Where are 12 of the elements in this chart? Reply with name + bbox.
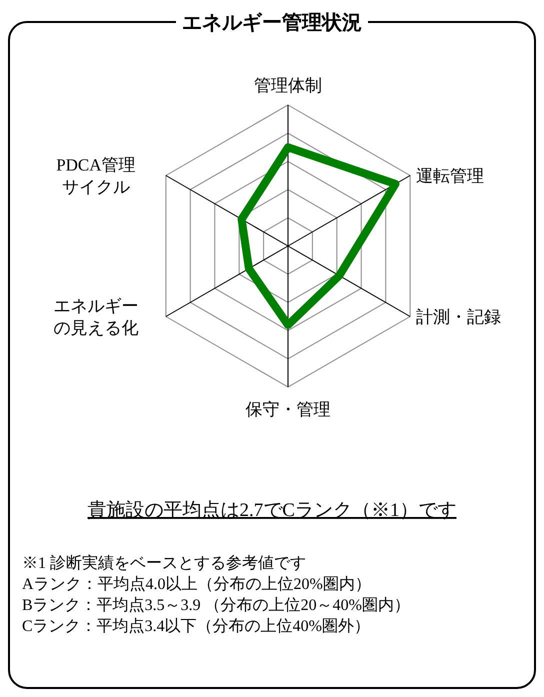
text: Cランク：平均点3.4以下（分布の上位40%圏外） — [22, 617, 370, 635]
chart-title: エネルギー管理状況 — [182, 12, 362, 34]
spoke-label: エネルギーの見える化 — [53, 296, 138, 338]
spoke-label: PDCA管理サイクル — [56, 156, 136, 196]
text: 貴施設の平均点は2.7でCランク（※1）です — [88, 500, 456, 521]
text: ※1 診断実績をベースとする参考値です — [22, 554, 306, 572]
spoke-label: 保守・管理 — [246, 400, 330, 419]
text: Aランク：平均点4.0以上（分布の上位20%圏内） — [22, 575, 371, 593]
text: Bランク：平均点3.5～3.9 （分布の上位20～40%圏内） — [22, 596, 410, 614]
spoke-label: 管理体制 — [254, 76, 322, 95]
spoke-label: 計測・記録 — [416, 308, 502, 326]
spoke-label: 運転管理 — [416, 166, 484, 186]
